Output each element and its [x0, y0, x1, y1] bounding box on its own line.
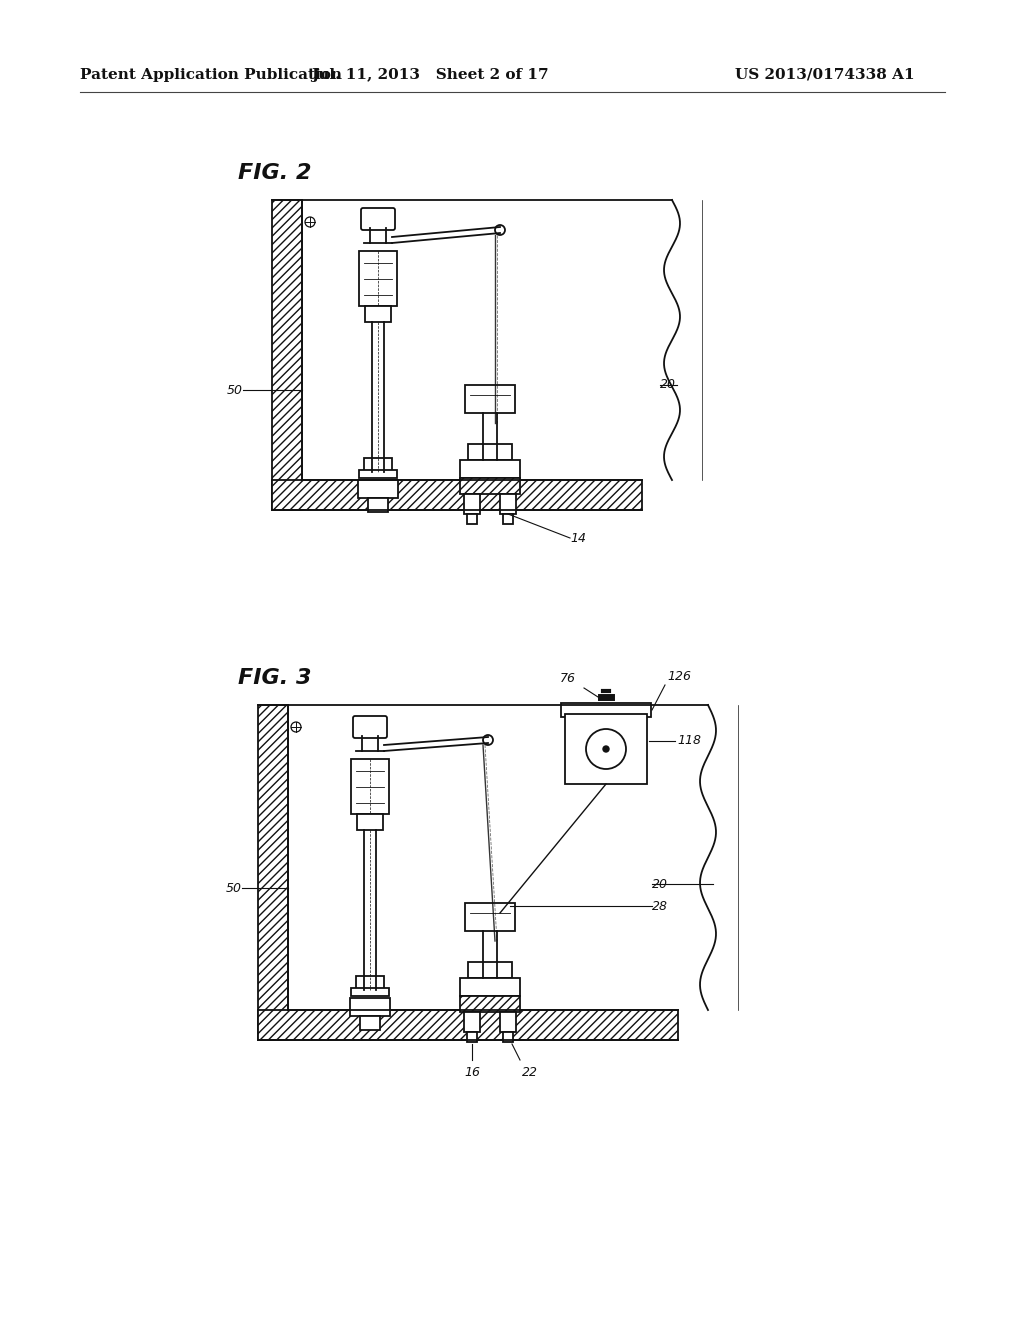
Text: 20: 20	[652, 878, 668, 891]
Bar	[467, 1032, 477, 1041]
Bar	[368, 498, 388, 512]
Text: 50: 50	[226, 882, 242, 895]
Text: 126: 126	[667, 671, 691, 682]
Bar	[460, 997, 520, 1012]
Bar	[360, 1016, 380, 1030]
Bar	[464, 1012, 480, 1032]
FancyBboxPatch shape	[361, 209, 395, 230]
Bar	[503, 1032, 513, 1041]
Circle shape	[603, 746, 609, 752]
Bar	[258, 1010, 678, 1040]
Bar	[465, 903, 515, 931]
Bar	[272, 480, 642, 510]
Bar	[460, 459, 520, 478]
Bar	[467, 513, 477, 524]
Text: 16: 16	[464, 1067, 480, 1078]
Bar	[359, 470, 397, 478]
Text: FIG. 3: FIG. 3	[238, 668, 311, 688]
Bar	[359, 251, 397, 306]
Bar	[258, 705, 288, 1040]
Bar	[350, 998, 390, 1016]
Bar	[468, 444, 512, 459]
Text: 20: 20	[660, 379, 676, 392]
Bar	[364, 458, 392, 473]
Bar	[500, 1012, 516, 1032]
Text: 76: 76	[560, 672, 575, 685]
Bar	[464, 494, 480, 513]
Text: Patent Application Publication: Patent Application Publication	[80, 69, 342, 82]
Bar	[561, 704, 651, 717]
Bar	[460, 478, 520, 494]
Bar	[351, 987, 389, 997]
Bar	[357, 814, 383, 830]
Text: 28: 28	[652, 899, 668, 912]
Text: 50: 50	[227, 384, 243, 396]
Text: 118: 118	[677, 734, 701, 747]
Bar	[468, 962, 512, 978]
Bar	[465, 385, 515, 413]
Bar	[272, 201, 302, 510]
Text: FIG. 2: FIG. 2	[238, 162, 311, 183]
Bar	[503, 513, 513, 524]
Text: Jul. 11, 2013   Sheet 2 of 17: Jul. 11, 2013 Sheet 2 of 17	[311, 69, 549, 82]
Bar	[356, 975, 384, 990]
Text: 22: 22	[522, 1067, 538, 1078]
Bar	[500, 494, 516, 513]
Bar	[565, 714, 647, 784]
Text: 14: 14	[570, 532, 586, 544]
Bar	[358, 480, 398, 498]
FancyBboxPatch shape	[353, 715, 387, 738]
Text: US 2013/0174338 A1: US 2013/0174338 A1	[735, 69, 914, 82]
Bar	[365, 306, 391, 322]
Bar	[460, 978, 520, 997]
Bar	[351, 759, 389, 814]
